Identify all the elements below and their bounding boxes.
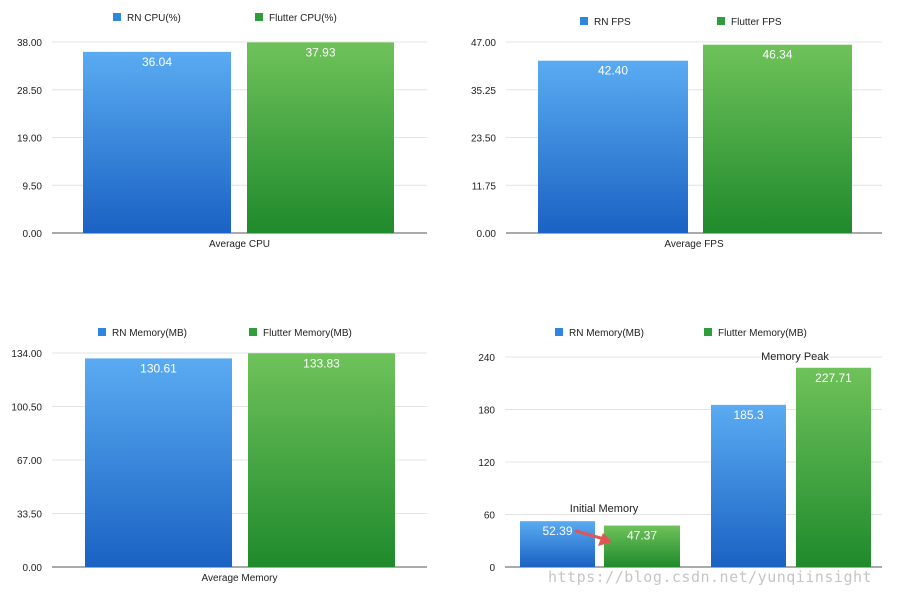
data-label: 42.40: [598, 64, 628, 78]
bar-rn: [538, 60, 688, 233]
y-tick-label: 0.00: [477, 229, 497, 240]
bar-rn: [711, 404, 786, 567]
bar-rn: [85, 358, 232, 567]
y-tick-label: 35.25: [471, 86, 496, 97]
y-tick-label: 120: [478, 458, 495, 469]
legend-label: Flutter CPU(%): [269, 13, 337, 24]
y-tick-label: 11.75: [472, 181, 497, 192]
legend-label: Flutter Memory(MB): [718, 328, 807, 339]
y-tick-label: 47.00: [471, 38, 496, 49]
y-tick-label: 100.50: [11, 403, 42, 414]
legend-swatch: [704, 328, 712, 336]
data-label: 37.93: [305, 45, 335, 59]
bar-flutter: [248, 353, 395, 567]
legend-label: RN CPU(%): [127, 13, 181, 24]
x-category-label: Average CPU: [209, 239, 270, 250]
y-tick-label: 134.00: [11, 349, 42, 360]
y-tick-label: 0.00: [23, 229, 43, 240]
y-tick-label: 60: [484, 511, 496, 522]
legend-label: RN Memory(MB): [569, 328, 644, 339]
data-label: 133.83: [303, 356, 340, 370]
arrow-head: [598, 533, 612, 546]
legend-label: Flutter Memory(MB): [263, 328, 352, 339]
chart-panel-4: 0 60 120 180 240 RN Memory(MB) Flutter Memory(…: [478, 328, 882, 574]
bar-flutter: [703, 44, 852, 233]
bar-rn: [83, 51, 231, 233]
y-tick-label: 180: [478, 406, 495, 417]
legend-label: RN FPS: [594, 17, 631, 28]
annotation-label: Initial Memory: [570, 503, 639, 515]
y-tick-label: 38.00: [17, 38, 42, 49]
data-label: 130.61: [140, 361, 177, 375]
chart-panel-1: 0.00 9.50 19.00 28.50 38.00 RN CPU(%) Flutter …: [17, 13, 427, 250]
y-tick-label: 240: [478, 353, 495, 364]
y-tick-label: 0: [489, 563, 495, 574]
legend-label: RN Memory(MB): [112, 328, 187, 339]
x-category-label: Average FPS: [664, 239, 724, 250]
y-tick-label: 28.50: [17, 86, 42, 97]
legend-swatch: [113, 13, 121, 21]
chart-panel-3: 0.00 33.50 67.00 100.50 134.00 RN Memory(MB) F…: [11, 328, 427, 584]
legend-swatch: [580, 17, 588, 25]
y-tick-label: 0.00: [23, 563, 43, 574]
bar-flutter: [247, 42, 394, 234]
data-label: 227.71: [815, 371, 852, 385]
annotation-label: Memory Peak: [761, 351, 829, 363]
arrow-shaft: [574, 529, 606, 541]
bar-flutter: [604, 525, 680, 567]
data-label: 36.04: [142, 55, 172, 69]
y-tick-label: 19.00: [17, 134, 42, 145]
y-tick-label: 33.50: [17, 510, 42, 521]
data-label: 46.34: [762, 48, 792, 62]
data-label: 47.37: [627, 529, 657, 543]
arrow-icon: [574, 529, 612, 546]
y-tick-label: 23.50: [471, 134, 496, 145]
data-label: 52.39: [542, 524, 572, 538]
chart-panel-2: 0.00 11.75 23.50 35.25 47.00 RN FPS Flutter FP…: [471, 17, 882, 250]
legend-swatch: [717, 17, 725, 25]
data-label: 185.3: [733, 408, 763, 422]
y-tick-label: 67.00: [17, 456, 42, 467]
x-category-label: Average Memory: [202, 573, 278, 584]
bar-flutter: [796, 367, 871, 567]
legend-swatch: [255, 13, 263, 21]
legend-swatch: [555, 328, 563, 336]
bar-rn: [520, 521, 595, 567]
y-tick-label: 9.50: [23, 181, 43, 192]
legend-swatch: [98, 328, 106, 336]
legend-label: Flutter FPS: [731, 17, 782, 28]
watermark: https://blog.csdn.net/yunqiinsight: [548, 568, 873, 586]
legend-swatch: [249, 328, 257, 336]
